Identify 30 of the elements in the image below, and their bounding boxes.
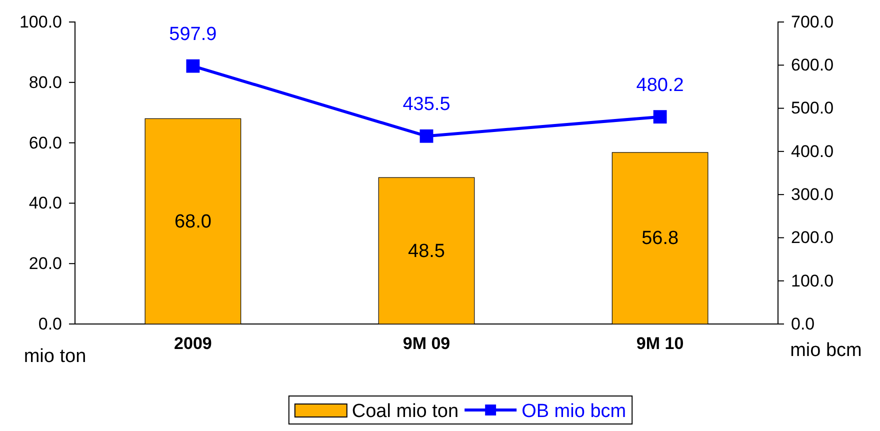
data-label: 48.5: [408, 240, 445, 262]
y-tick-label: 80.0: [28, 72, 62, 92]
y-axis-title: mio ton: [24, 346, 86, 367]
y2-tick-label: 200.0: [791, 228, 834, 248]
data-label: 597.9: [169, 24, 217, 46]
y-tick-label: 100.0: [19, 12, 62, 32]
y2-axis-title: mio bcm: [790, 340, 862, 361]
data-label: 56.8: [642, 228, 679, 250]
x-tick-label: 2009: [174, 334, 212, 353]
x-tick-label: 9M 10: [636, 334, 684, 353]
y2-tick-label: 500.0: [791, 98, 834, 118]
data-label: 435.5: [402, 94, 450, 116]
y2-tick-label: 300.0: [791, 185, 834, 204]
point: [653, 110, 667, 124]
legend-label: Coal mio ton: [352, 401, 459, 422]
y-tick-label: 0.0: [38, 314, 62, 334]
data-label: 68.0: [174, 211, 212, 232]
y-tick-label: 40.0: [28, 194, 62, 213]
y2-tick-label: 400.0: [791, 142, 834, 161]
data-label: 480.2: [636, 74, 684, 96]
y-tick-label: 60.0: [28, 133, 62, 152]
y2-tick-label: 0.0: [791, 314, 815, 334]
y2-tick-label: 700.0: [791, 12, 834, 32]
point: [186, 59, 200, 73]
x-tick-label: 9M 09: [402, 334, 450, 353]
point: [420, 129, 434, 143]
y2-tick-label: 600.0: [791, 56, 834, 75]
y2-tick-label: 100.0: [791, 271, 834, 290]
legend-label: OB mio bcm: [522, 401, 626, 422]
y-tick-label: 20.0: [28, 254, 62, 274]
